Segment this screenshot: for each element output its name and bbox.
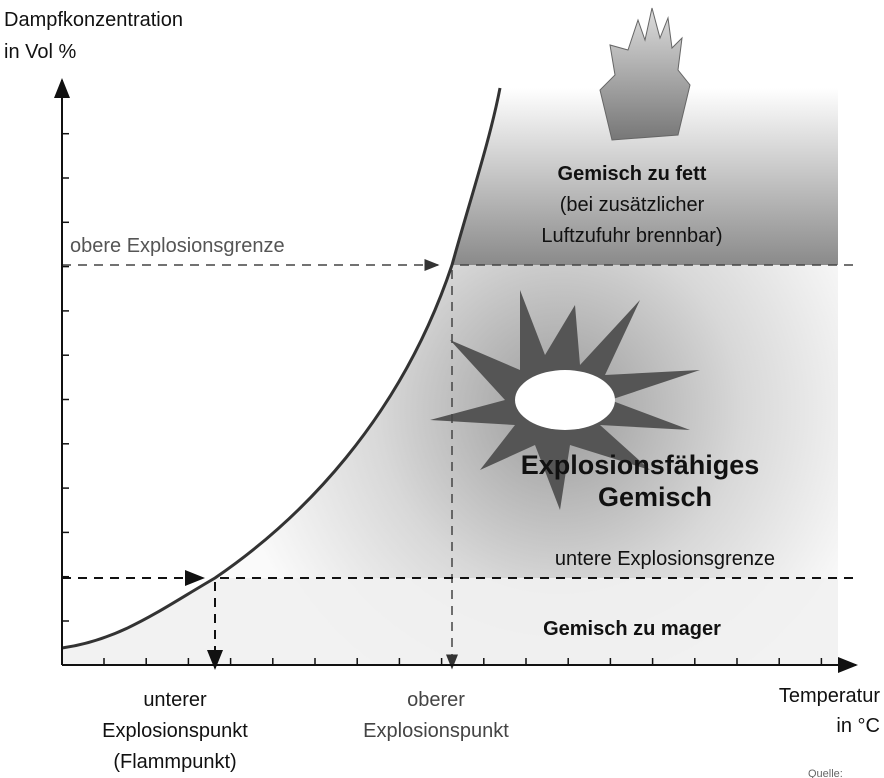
lower-limit-label: untere Explosionsgrenze: [555, 548, 775, 570]
rich-region-note: (bei zusätzlicher: [560, 194, 705, 216]
rich-region-title: Gemisch zu fett: [558, 163, 707, 185]
diagram: Dampfkonzentration in Vol % Temperatur i…: [0, 0, 884, 778]
y-axis-label: in Vol %: [4, 41, 76, 63]
lean-region-label: Gemisch zu mager: [543, 618, 721, 640]
upper-point-label: Explosionspunkt: [363, 720, 509, 742]
y-axis-label: Dampfkonzentration: [4, 9, 183, 31]
source: Quelle:: [808, 768, 843, 778]
rich-region-note: Luftzufuhr brennbar): [541, 225, 722, 247]
explosive-region-label: Gemisch: [598, 482, 712, 512]
explosive-region-label: Explosionsfähiges: [521, 450, 760, 480]
flame-icon: [600, 8, 690, 140]
lower-point-label: Explosionspunkt: [102, 720, 248, 742]
explosion-center: [515, 370, 615, 430]
upper-limit-label: obere Explosionsgrenze: [70, 235, 285, 257]
upper-point-label: oberer: [407, 689, 465, 711]
x-axis-label: in °C: [836, 715, 880, 737]
x-axis-label: Temperatur: [779, 685, 880, 707]
lower-point-label: (Flammpunkt): [113, 751, 236, 773]
lower-point-label: unterer: [143, 689, 207, 711]
